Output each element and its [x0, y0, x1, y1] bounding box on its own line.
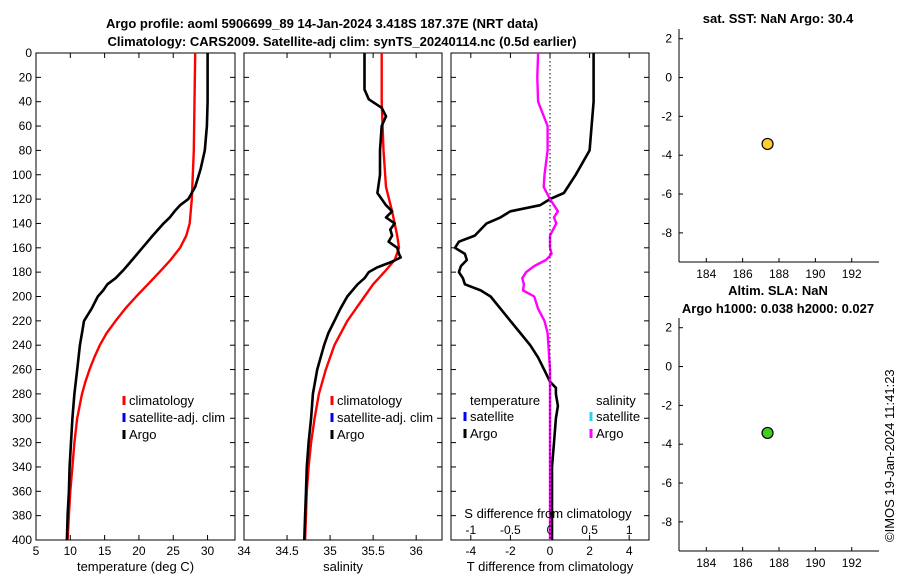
- sst-map-xtick-label: 188: [769, 267, 789, 281]
- sla-map-xtick-label: 192: [842, 556, 862, 570]
- difference-xtick-label: -2: [505, 544, 516, 558]
- legend-salinity-label: Argo: [596, 426, 623, 441]
- difference-s-tick-label: -1: [465, 523, 476, 537]
- salinity-series-argo: [303, 53, 403, 541]
- sla-map-xtick-label: 186: [733, 556, 753, 570]
- temperature-legend-label: climatology: [129, 393, 195, 408]
- depth-tick-label: 0: [25, 46, 32, 60]
- sla-map-ytick-label: 2: [665, 321, 672, 335]
- salinity-legend-label: satellite-adj. clim: [337, 410, 433, 425]
- sst-map-xtick-label: 192: [842, 267, 862, 281]
- temperature-xtick-label: 10: [64, 544, 78, 558]
- sla-map-title2: Argo h1000: 0.038 h2000: 0.027: [682, 301, 874, 316]
- sst-map-xtick-label: 186: [733, 267, 753, 281]
- legend-temperature-label: Argo: [470, 426, 497, 441]
- temperature-series-climatology: [66, 52, 197, 541]
- depth-tick-label: 180: [12, 265, 32, 279]
- difference-xtick-label: 0: [547, 544, 554, 558]
- depth-tick-label: 400: [12, 533, 32, 547]
- depth-tick-label: 380: [12, 509, 32, 523]
- depth-tick-label: 40: [19, 95, 33, 109]
- sst-map-xtick-label: 184: [696, 267, 716, 281]
- salinity-xtick-label: 36: [409, 544, 423, 558]
- depth-tick-label: 60: [19, 119, 33, 133]
- salinity-xtick-label: 35: [323, 544, 337, 558]
- salinity-axes-box: [243, 52, 443, 541]
- depth-tick-label: 280: [12, 387, 32, 401]
- salinity-series-climatology: [303, 53, 401, 541]
- salinity-xlabel: salinity: [323, 559, 363, 574]
- depth-tick-label: 360: [12, 484, 32, 498]
- sla-map-ytick-label: -4: [661, 437, 672, 451]
- temperature-xtick-label: 15: [98, 544, 112, 558]
- sst-map-ytick-label: -2: [661, 109, 672, 123]
- legend-temperature-title: temperature: [470, 393, 540, 408]
- sla-map-xtick-label: 188: [769, 556, 789, 570]
- figure-title-line1: Argo profile: aoml 5906699_89 14-Jan-202…: [106, 16, 538, 31]
- difference-xlabel: T difference from climatology: [467, 559, 634, 574]
- temperature-xtick-label: 30: [201, 544, 215, 558]
- salinity-legend-label: Argo: [337, 427, 364, 442]
- difference-xtick-label: -4: [465, 544, 476, 558]
- temperature-legend-label: Argo: [129, 427, 156, 442]
- depth-tick-label: 160: [12, 241, 32, 255]
- depth-tick-label: 20: [19, 70, 33, 84]
- depth-tick-label: 300: [12, 411, 32, 425]
- sst-map-ytick-label: -4: [661, 148, 672, 162]
- salinity-legend-label: climatology: [337, 393, 403, 408]
- figure-title-line2: Climatology: CARS2009. Satellite-adj cli…: [108, 34, 577, 49]
- difference-s-tick-label: -0.5: [500, 523, 521, 537]
- sla-map-ytick-label: -2: [661, 398, 672, 412]
- sst-map-ytick-label: 2: [665, 32, 672, 46]
- sla-map-ytick-label: 0: [665, 360, 672, 374]
- depth-tick-label: 340: [12, 460, 32, 474]
- temperature-xtick-label: 5: [33, 544, 40, 558]
- sst-map-xtick-label: 190: [805, 267, 825, 281]
- depth-tick-label: 240: [12, 338, 32, 352]
- temperature-series-argo: [65, 53, 209, 541]
- sla-map-ytick-label: -6: [661, 476, 672, 490]
- salinity-xtick-label: 35.5: [361, 544, 385, 558]
- depth-tick-label: 260: [12, 363, 32, 377]
- legend-temperature-label: satellite: [470, 409, 514, 424]
- depth-tick-label: 200: [12, 290, 32, 304]
- temperature-xtick-label: 25: [167, 544, 181, 558]
- depth-tick-label: 320: [12, 436, 32, 450]
- temperature-xlabel: temperature (deg C): [77, 559, 194, 574]
- difference-s-axis-label: S difference from climatology: [464, 506, 632, 521]
- difference-s-tick-label: 0.5: [581, 523, 598, 537]
- sst-map-title: sat. SST: NaN Argo: 30.4: [703, 11, 854, 26]
- temperature-xtick-label: 20: [132, 544, 146, 558]
- temperature-legend-label: satellite-adj. clim: [129, 410, 225, 425]
- legend-salinity-label: satellite: [596, 409, 640, 424]
- difference-series-t-argo: [453, 53, 595, 540]
- depth-tick-label: 220: [12, 314, 32, 328]
- depth-tick-label: 100: [12, 168, 32, 182]
- salinity-xtick-label: 34.5: [275, 544, 299, 558]
- sst-map-ytick-label: -8: [661, 226, 672, 240]
- sla-map-ytick-label: -8: [661, 515, 672, 529]
- difference-xtick-label: 4: [626, 544, 633, 558]
- depth-tick-label: 120: [12, 192, 32, 206]
- salinity-xtick-label: 34: [237, 544, 251, 558]
- sla-map-xtick-label: 184: [696, 556, 716, 570]
- sst-map-ytick-label: -6: [661, 187, 672, 201]
- sst-map-argo-point: [761, 137, 774, 151]
- difference-s-tick-label: 1: [626, 523, 633, 537]
- sla-map-argo-point: [761, 426, 774, 440]
- depth-tick-label: 80: [19, 143, 33, 157]
- sla-map-title: Altim. SLA: NaN: [728, 283, 828, 298]
- sla-map-xtick-label: 190: [805, 556, 825, 570]
- imos-watermark: ©IMOS 19-Jan-2024 11:41:23: [882, 369, 897, 542]
- difference-xtick-label: 2: [586, 544, 593, 558]
- difference-s-tick-label: 0: [547, 523, 554, 537]
- sst-map-ytick-label: 0: [665, 71, 672, 85]
- depth-tick-label: 140: [12, 216, 32, 230]
- legend-salinity-title: salinity: [596, 393, 636, 408]
